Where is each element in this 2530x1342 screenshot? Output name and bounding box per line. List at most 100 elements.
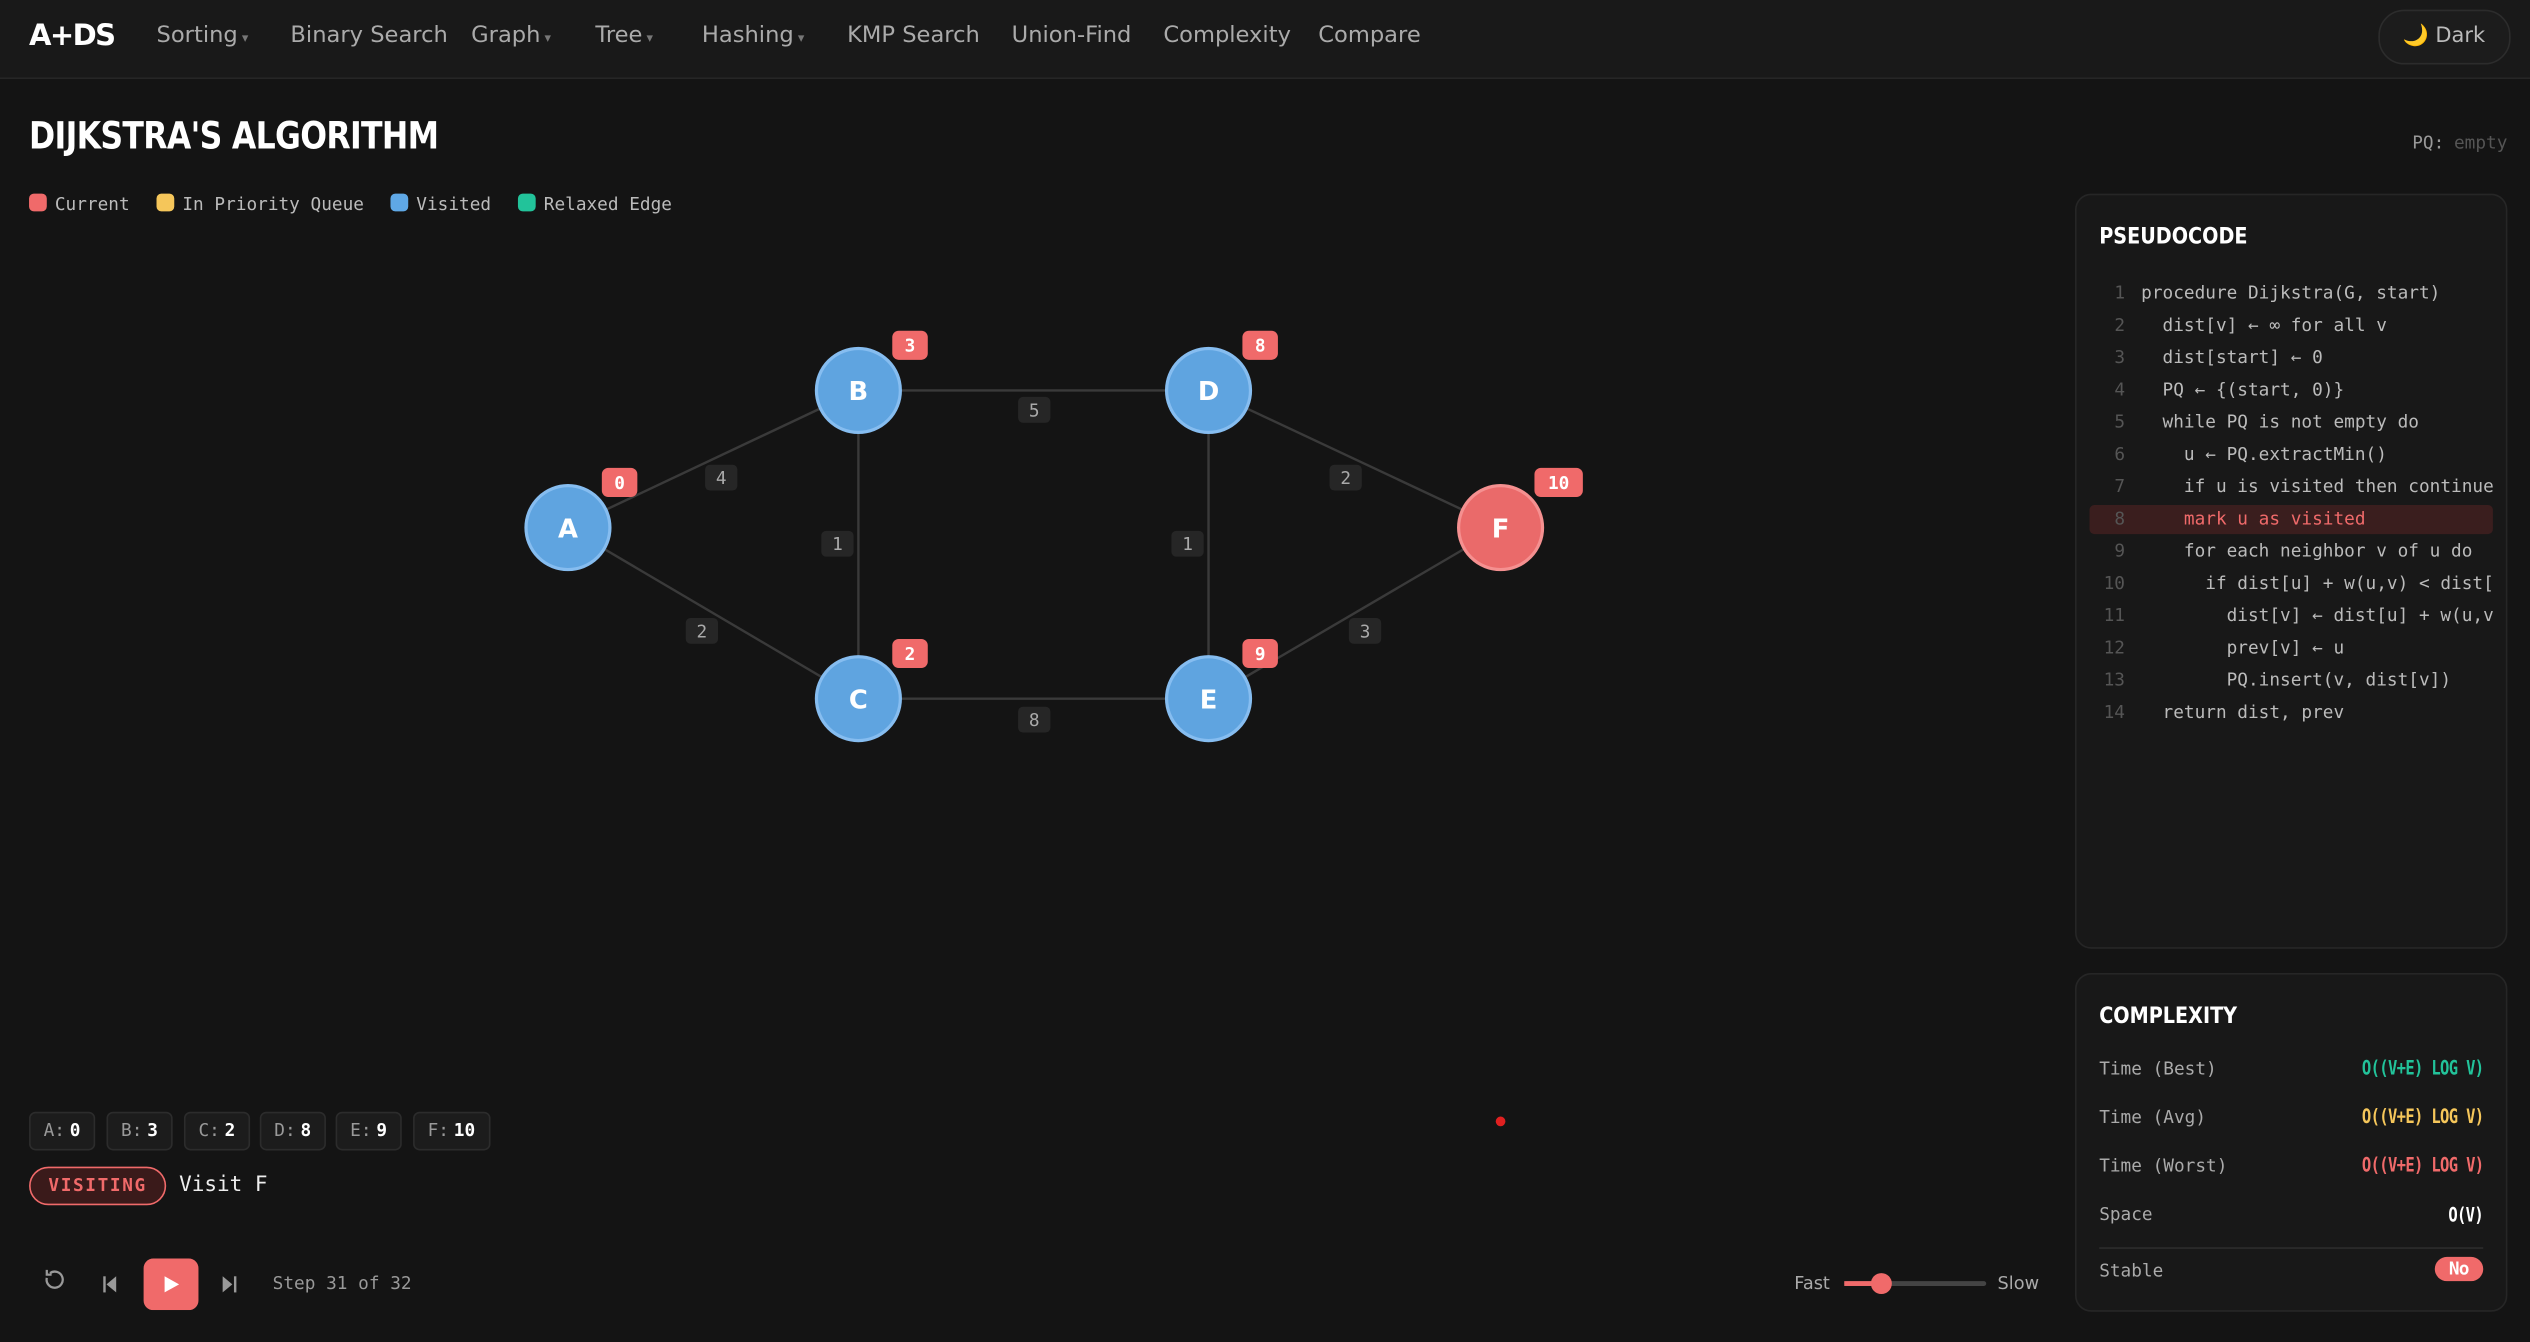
edge-weight-box <box>821 530 854 557</box>
code-line: 7 if u is visited then continue <box>2090 473 2493 502</box>
edge-weight-box <box>685 617 719 644</box>
legend-swatch <box>156 193 175 212</box>
complexity-row: Stable No <box>2099 1256 2484 1282</box>
nav-item[interactable]: Union-Find <box>1011 22 1132 49</box>
dist-badge <box>601 467 638 497</box>
chip-value: 2 <box>224 1119 236 1141</box>
dist-value: 0 <box>614 474 625 494</box>
nav-item[interactable]: Graph <box>471 23 551 49</box>
legend-label: In Priority Queue <box>182 193 365 215</box>
nav-item[interactable]: Hashing <box>702 23 804 49</box>
nav-item[interactable]: Tree <box>595 23 653 49</box>
chip-value: 10 <box>453 1119 476 1141</box>
node[interactable] <box>1457 484 1545 572</box>
divider <box>2099 1247 2484 1249</box>
chip-label: C: <box>198 1119 220 1141</box>
speed-fast-label: Fast <box>1794 1273 1830 1295</box>
code-line: 4 PQ ← {(start, 0)} <box>2090 376 2493 405</box>
node[interactable] <box>1164 655 1253 743</box>
chip-value: 9 <box>376 1119 388 1141</box>
line-text: PQ.insert(v, dist[v]) <box>2141 669 2452 691</box>
graph: 4 2 5 1 1 8 2 3 A 0 B 3 C 2 D 8 E 9 F 10 <box>524 330 1583 743</box>
chip-label: F: <box>427 1119 449 1141</box>
nav-item[interactable]: Complexity <box>1163 22 1291 49</box>
line-number: 11 <box>2103 605 2126 627</box>
line-number: 10 <box>2103 572 2126 594</box>
chip-value: 8 <box>300 1119 312 1141</box>
theme-toggle[interactable]: 🌙 Dark <box>2378 9 2511 65</box>
line-number: 6 <box>2114 443 2126 465</box>
dist-badge <box>1242 638 1278 668</box>
speed-slider[interactable] <box>1843 1271 1988 1297</box>
edge-weight-box <box>1171 530 1204 557</box>
node-label: E <box>1200 685 1218 715</box>
logo[interactable]: A+DS <box>29 19 116 54</box>
line-number: 14 <box>2103 701 2126 723</box>
row-label: Space <box>2099 1203 2153 1225</box>
line-number: 2 <box>2114 314 2126 336</box>
dist-badge <box>892 330 928 360</box>
nav-item[interactable]: Compare <box>1318 22 1421 49</box>
code-line: 9 for each neighbor v of u do <box>2090 537 2493 566</box>
code-line: 12 prev[v] ← u <box>2090 634 2493 663</box>
nav-item[interactable]: KMP Search <box>847 22 980 49</box>
code-line: 2 dist[v] ← ∞ for all v <box>2090 311 2493 340</box>
chip-value: 3 <box>147 1119 158 1141</box>
edge-weight: 2 <box>1340 469 1351 489</box>
code-line: 1 procedure Dijkstra(G, start) <box>2090 279 2493 308</box>
code-line: 8 mark u as visited <box>2089 505 2493 535</box>
nav-item[interactable]: Binary Search <box>290 22 448 49</box>
edge <box>1207 526 1502 700</box>
cursor-dot <box>1495 1116 1506 1127</box>
node[interactable] <box>1164 346 1253 435</box>
prev-button[interactable] <box>103 1276 117 1293</box>
pq-status: PQ: empty <box>2412 132 2507 153</box>
dist-badge <box>1534 467 1583 497</box>
theme-label: Dark <box>2435 24 2486 49</box>
node-label: A <box>558 514 578 544</box>
node[interactable] <box>814 655 902 743</box>
playback-controls <box>45 1258 237 1311</box>
distance-chip: C: 2 <box>183 1111 250 1151</box>
edge <box>1208 389 1502 529</box>
panel-title: PSEUDOCODE <box>2099 224 2248 251</box>
pq-value: empty <box>2453 132 2508 154</box>
complexity-row: Space O(V) <box>2099 1203 2484 1227</box>
row-value: No <box>2434 1256 2484 1282</box>
line-text: procedure Dijkstra(G, start) <box>2141 282 2441 304</box>
legend-label: Visited <box>416 193 492 215</box>
legend-swatch <box>29 193 47 212</box>
node-label: F <box>1492 514 1510 544</box>
line-text: for each neighbor v of u do <box>2141 540 2473 562</box>
legend-item: In Priority Queue <box>156 193 365 215</box>
row-label: Stable <box>2099 1260 2164 1282</box>
edge-weight: 8 <box>1029 711 1040 731</box>
node[interactable] <box>814 346 902 435</box>
line-text: PQ ← {(start, 0)} <box>2141 379 2345 401</box>
line-text: prev[v] ← u <box>2141 637 2345 659</box>
chip-label: D: <box>274 1119 296 1141</box>
line-text: if dist[u] + w(u,v) < dist[v] <box>2141 572 2493 594</box>
node[interactable] <box>524 484 612 572</box>
distance-chip: A: 0 <box>29 1111 95 1151</box>
line-number: 3 <box>2114 346 2126 368</box>
distance-chip: B: 3 <box>106 1111 173 1151</box>
next-button[interactable] <box>222 1276 237 1293</box>
edge-weight: 1 <box>832 535 843 555</box>
edge <box>567 526 860 700</box>
line-text: while PQ is not empty do <box>2141 411 2419 433</box>
reset-button[interactable] <box>45 1269 64 1289</box>
row-label: Time (Avg) <box>2099 1106 2207 1128</box>
edge-weight: 1 <box>1182 535 1193 555</box>
code-line: 10 if dist[u] + w(u,v) < dist[v] <box>2090 570 2493 599</box>
pseudocode-panel: PSEUDOCODE 1 procedure Dijkstra(G, start)… <box>2074 193 2508 949</box>
dist-value: 10 <box>1548 474 1569 494</box>
legend-item: Current <box>29 193 130 215</box>
line-number: 8 <box>2114 508 2126 530</box>
legend-item: Relaxed Edge <box>517 193 672 215</box>
nav-item[interactable]: Sorting <box>157 23 249 49</box>
distance-chip: F: 10 <box>413 1111 490 1151</box>
edge-weight-box <box>1018 706 1051 733</box>
line-number: 4 <box>2114 379 2126 401</box>
